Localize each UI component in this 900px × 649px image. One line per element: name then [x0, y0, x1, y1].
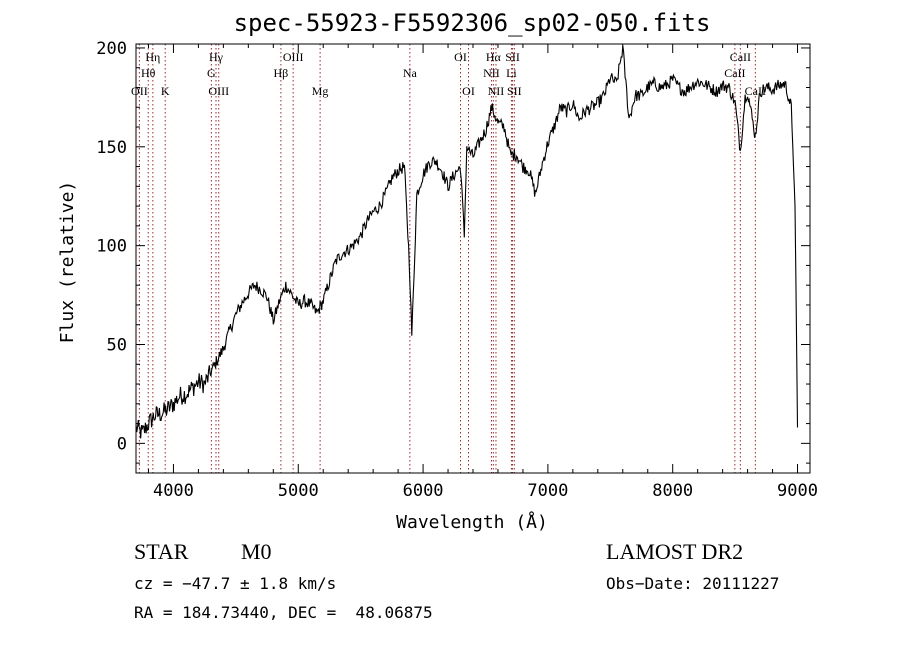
spectral-line-label: NII: [483, 66, 500, 80]
coordinates: RA = 184.73440, DEC = 48.06875: [134, 603, 433, 622]
redshift-velocity: cz = −47.7 ± 1.8 km/s: [134, 574, 337, 593]
object-subclass: M0: [241, 539, 272, 564]
spectral-line-label: CaII: [730, 50, 751, 64]
spectral-line-label: SII: [505, 50, 520, 64]
spectral-line-markers: [138, 44, 756, 473]
axes: 4000 5000 6000 7000 8000 9000 0 50 100 150 200: [96, 39, 818, 501]
spectral-line-label: OII: [131, 84, 148, 98]
x-tick-label: 9000: [777, 481, 818, 501]
spectral-line-label: Hβ: [274, 66, 289, 80]
spectral-line-label: CaII: [724, 66, 745, 80]
x-tick-label: 4000: [153, 481, 194, 501]
observation-date: Obs−Date: 20111227: [606, 574, 780, 593]
y-tick-label: 100: [96, 237, 127, 257]
spectral-line-label: OI: [454, 50, 467, 64]
spectral-line-label: Hα: [486, 50, 502, 64]
spectral-line-label: Na: [403, 66, 418, 80]
y-tick-label: 0: [117, 434, 127, 454]
x-tick-label: 6000: [403, 481, 444, 501]
spectral-line-label: OI: [462, 84, 475, 98]
y-tick-label: 50: [107, 335, 127, 355]
y-tick-label: 150: [96, 138, 127, 158]
object-class: STAR: [134, 539, 189, 564]
x-tick-label: 8000: [652, 481, 693, 501]
spectrum-line: [135, 45, 799, 439]
spectral-line-label: Li: [506, 66, 517, 80]
spectral-line-label: OIII: [208, 84, 229, 98]
spectral-line-label: Mg: [312, 84, 329, 98]
spectral-line-label: K: [161, 84, 170, 98]
x-axis-label: Wavelength (Å): [396, 511, 548, 533]
x-tick-label: 7000: [527, 481, 568, 501]
spectral-line-label: NII: [488, 84, 505, 98]
chart-title: spec-55923-F5592306_sp02-050.fits: [234, 9, 711, 37]
plot-frame: [135, 43, 811, 474]
spectral-line-label: Hθ: [141, 66, 156, 80]
spectral-line-label: G: [207, 66, 216, 80]
spectral-line-label: SII: [507, 84, 522, 98]
y-tick-label: 200: [96, 39, 127, 59]
x-tick-label: 5000: [278, 481, 319, 501]
spectral-line-label: Hγ: [209, 50, 224, 64]
spectral-line-label: OIII: [283, 50, 304, 64]
spectral-line-label: Hη: [145, 50, 160, 64]
survey-name: LAMOST DR2: [606, 539, 744, 564]
y-axis-label: Flux (relative): [57, 181, 78, 344]
